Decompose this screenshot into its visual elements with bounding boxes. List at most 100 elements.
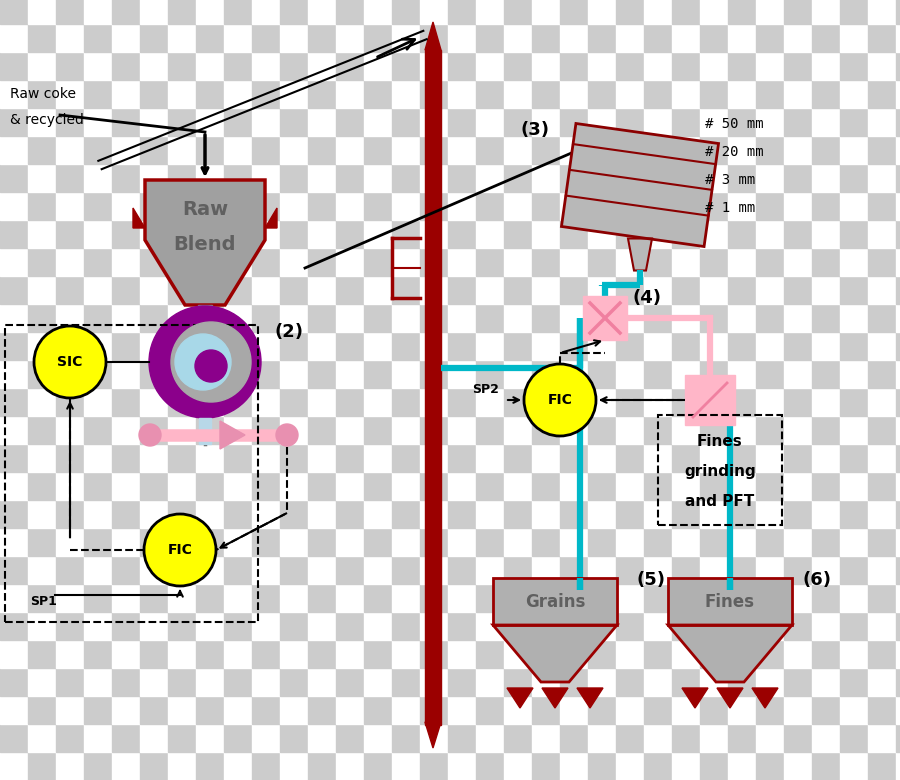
Bar: [672, 276, 700, 304]
Bar: [868, 528, 896, 556]
Bar: [364, 388, 392, 416]
Bar: [336, 220, 364, 248]
Bar: [532, 248, 560, 276]
Bar: [280, 164, 308, 192]
Bar: [224, 640, 252, 668]
Bar: [560, 696, 588, 724]
Bar: [840, 640, 868, 668]
Bar: [420, 80, 448, 108]
Bar: [336, 24, 364, 52]
Bar: [868, 136, 896, 164]
Bar: [198, 305, 212, 307]
Bar: [868, 164, 896, 192]
Bar: [756, 52, 784, 80]
Bar: [308, 668, 336, 696]
Bar: [28, 724, 56, 752]
Bar: [420, 500, 448, 528]
Bar: [280, 52, 308, 80]
Bar: [0, 0, 28, 24]
Bar: [168, 584, 196, 612]
Bar: [0, 220, 28, 248]
Bar: [700, 528, 728, 556]
Bar: [168, 416, 196, 444]
Bar: [476, 24, 504, 52]
Bar: [644, 304, 672, 332]
Bar: [56, 52, 84, 80]
Bar: [588, 192, 616, 220]
Bar: [784, 192, 812, 220]
Bar: [364, 136, 392, 164]
Bar: [616, 724, 644, 752]
Bar: [756, 668, 784, 696]
Bar: [199, 418, 211, 444]
Bar: [700, 192, 728, 220]
Bar: [504, 136, 532, 164]
Bar: [252, 724, 280, 752]
Bar: [364, 472, 392, 500]
Bar: [112, 696, 140, 724]
Bar: [112, 80, 140, 108]
Bar: [588, 752, 616, 780]
Bar: [28, 612, 56, 640]
Bar: [112, 304, 140, 332]
Bar: [420, 528, 448, 556]
Bar: [420, 640, 448, 668]
Bar: [672, 220, 700, 248]
Bar: [476, 304, 504, 332]
Bar: [756, 24, 784, 52]
Bar: [392, 612, 420, 640]
Bar: [868, 696, 896, 724]
Bar: [420, 248, 448, 276]
Bar: [28, 444, 56, 472]
Bar: [532, 388, 560, 416]
Bar: [336, 500, 364, 528]
Bar: [672, 360, 700, 388]
Text: Raw: Raw: [182, 200, 228, 219]
Bar: [812, 556, 840, 584]
Bar: [896, 724, 900, 752]
Bar: [700, 332, 728, 360]
Bar: [840, 220, 868, 248]
Bar: [784, 360, 812, 388]
Bar: [308, 416, 336, 444]
Bar: [840, 528, 868, 556]
Text: Fines: Fines: [698, 434, 742, 449]
Bar: [140, 752, 168, 780]
Bar: [336, 584, 364, 612]
Bar: [196, 528, 224, 556]
Bar: [812, 52, 840, 80]
Bar: [840, 584, 868, 612]
Bar: [616, 416, 644, 444]
Bar: [84, 472, 112, 500]
Bar: [476, 556, 504, 584]
Bar: [756, 500, 784, 528]
Bar: [700, 388, 728, 416]
Bar: [420, 136, 448, 164]
Text: (5): (5): [637, 571, 666, 589]
Bar: [336, 640, 364, 668]
Bar: [560, 0, 588, 24]
Bar: [308, 248, 336, 276]
Bar: [56, 696, 84, 724]
Bar: [168, 164, 196, 192]
Bar: [672, 108, 700, 136]
Bar: [140, 136, 168, 164]
Bar: [84, 584, 112, 612]
Bar: [448, 584, 476, 612]
Bar: [644, 80, 672, 108]
Bar: [840, 0, 868, 24]
Circle shape: [175, 334, 231, 390]
Bar: [224, 332, 252, 360]
Bar: [644, 612, 672, 640]
Bar: [0, 164, 28, 192]
Bar: [112, 444, 140, 472]
Text: # 3 mm: # 3 mm: [705, 173, 755, 187]
Bar: [728, 612, 756, 640]
Bar: [532, 416, 560, 444]
Bar: [140, 80, 168, 108]
Bar: [700, 724, 728, 752]
Bar: [364, 416, 392, 444]
Bar: [588, 528, 616, 556]
Bar: [532, 192, 560, 220]
Bar: [476, 0, 504, 24]
